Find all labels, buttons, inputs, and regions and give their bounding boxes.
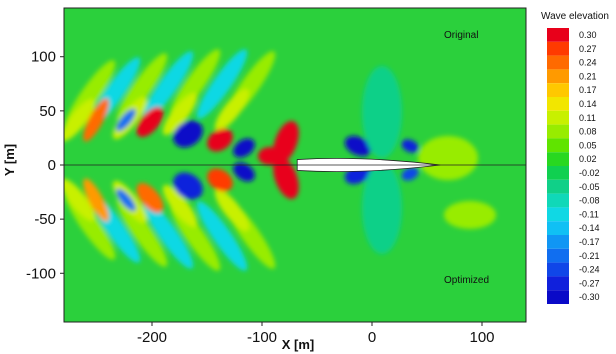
- legend-swatch: [547, 193, 569, 208]
- legend-label: -0.11: [579, 209, 599, 219]
- wave-crest-lower: [196, 201, 248, 271]
- legend-label: 0.02: [579, 154, 597, 164]
- wave-fringe-upper: [162, 92, 198, 136]
- wave-blue-lower: [116, 188, 136, 212]
- wave-blue-upper: [401, 139, 419, 153]
- x-axis-title: X [m]: [282, 337, 315, 352]
- legend-label: -0.27: [579, 278, 600, 288]
- wave-fringe-lower: [162, 184, 198, 228]
- wave-red-upper: [83, 98, 109, 142]
- legend-swatch: [547, 207, 569, 222]
- label-optimized: Optimized: [444, 275, 489, 286]
- wave-crest-upper: [142, 51, 194, 121]
- legend-swatch: [547, 124, 569, 139]
- wave-blue-upper: [233, 138, 255, 158]
- wave-crest-lower: [116, 197, 168, 267]
- legend-label: 0.24: [579, 58, 597, 68]
- legend-swatch: [547, 248, 569, 263]
- legend-swatch: [547, 290, 569, 304]
- legend-swatch: [547, 262, 569, 277]
- legend-label: -0.21: [579, 251, 600, 261]
- wave-fringe-lower: [444, 201, 496, 229]
- wave-red-lower: [83, 178, 109, 222]
- y-tick-label: -100: [26, 265, 56, 282]
- wave-fringe-bow: [418, 136, 478, 180]
- wave-red-upper: [207, 128, 233, 152]
- legend-label: 0.05: [579, 140, 597, 150]
- legend-label: -0.14: [579, 223, 600, 233]
- legend-label: 0.21: [579, 71, 597, 81]
- x-tick-label: 100: [469, 329, 494, 346]
- legend-title: Wave elevation: [541, 11, 609, 22]
- y-tick-label: 0: [48, 157, 56, 174]
- legend-swatch: [547, 235, 569, 249]
- colorbar-legend: Wave elevation 0.30 0.27 0.24 0.21 0.17 0.14 0…: [541, 11, 609, 304]
- wave-red-upper: [136, 107, 164, 137]
- legend-swatch: [547, 110, 569, 125]
- wave-fringe-lower: [64, 178, 96, 222]
- legend-swatch: [547, 166, 569, 180]
- wave-teal-upper: [362, 66, 402, 158]
- legend-label: 0.14: [579, 99, 597, 109]
- label-original: Original: [444, 30, 478, 41]
- wave-crest-lower: [142, 199, 194, 269]
- legend-swatch: [547, 138, 569, 153]
- wave-blue-lower: [401, 167, 419, 181]
- contour-field: [64, 49, 526, 271]
- wave-fringe-upper: [64, 98, 96, 142]
- y-axis-title: Y [m]: [2, 144, 17, 176]
- wave-crest-upper: [196, 49, 248, 119]
- legend-label: 0.11: [579, 113, 596, 123]
- legend-swatch: [547, 69, 569, 84]
- wave-fringe-lower: [214, 188, 250, 232]
- wave-teal-lower: [362, 162, 402, 254]
- legend-swatch: [547, 83, 569, 97]
- y-tick-label: 100: [31, 49, 56, 66]
- wave-blue-upper: [116, 108, 136, 132]
- legend-swatch: [547, 152, 569, 166]
- legend-label: -0.02: [579, 168, 600, 178]
- legend-label: -0.24: [579, 265, 600, 275]
- x-tick-label: -100: [247, 329, 277, 346]
- wave-red-lower: [273, 156, 299, 200]
- wave-red-lower: [136, 183, 164, 213]
- legend-label: -0.08: [579, 196, 600, 206]
- legend-label: -0.05: [579, 182, 600, 192]
- wave-crest-upper: [116, 53, 168, 123]
- x-tick-label: -200: [137, 329, 167, 346]
- legend-label: -0.17: [579, 237, 600, 247]
- wave-fringe-upper: [214, 88, 250, 132]
- wave-blue-upper: [173, 120, 203, 148]
- legend-swatch: [547, 221, 569, 235]
- x-tick-label: 0: [368, 329, 376, 346]
- legend-swatch: [547, 28, 569, 42]
- legend-swatch: [547, 97, 569, 111]
- wave-blue-lower: [173, 172, 203, 200]
- y-tick-label: -50: [34, 211, 56, 228]
- wave-blue-upper: [344, 135, 372, 157]
- legend-swatch: [547, 55, 569, 70]
- legend-swatch: [547, 276, 569, 291]
- x-axis-ticks: -200 -100 0 100: [137, 322, 495, 346]
- legend-label: 0.30: [579, 30, 597, 40]
- legend-label: 0.08: [579, 127, 597, 137]
- wave-red-upper: [273, 120, 299, 164]
- legend-swatch: [547, 41, 569, 56]
- legend-label: 0.27: [579, 44, 597, 54]
- y-axis-ticks: 100 50 0 -50 -100: [26, 49, 64, 282]
- wave-red-lower: [207, 168, 233, 192]
- legend-label: 0.17: [579, 85, 597, 95]
- legend-label: -0.30: [579, 292, 600, 302]
- y-tick-label: 50: [39, 103, 56, 120]
- legend-swatch: [547, 179, 569, 194]
- wave-blue-lower: [233, 162, 255, 182]
